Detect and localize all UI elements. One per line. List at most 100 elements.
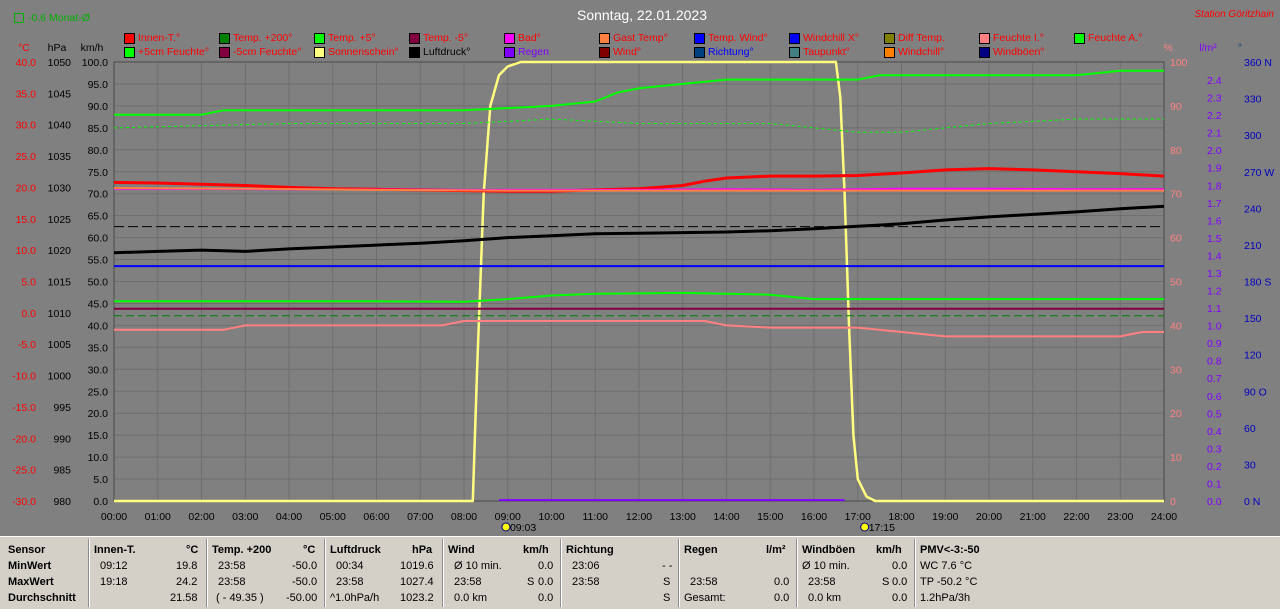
innen-unit: °C [186, 544, 199, 556]
legend-label[interactable]: Wind° [613, 46, 642, 58]
temp-unit-label: °C [18, 42, 30, 54]
legend-swatch[interactable] [409, 33, 420, 44]
boeen-max-direction: S [882, 576, 890, 588]
lm2-tick-label: 0.7 [1207, 373, 1222, 385]
wind-unit: km/h [523, 544, 549, 556]
kmh-tick-label: 100.0 [82, 57, 108, 69]
richtung-r1-time: 23:06 [572, 560, 600, 572]
legend-swatch[interactable] [504, 47, 515, 58]
innen-average: 21.58 [170, 592, 198, 604]
kmh-tick-label: 5.0 [93, 474, 108, 486]
hpa-tick-label: 980 [53, 496, 71, 508]
legend-label[interactable]: Innen-T.° [138, 32, 181, 44]
richtung-r2-time: 23:58 [572, 576, 600, 588]
legend-swatch[interactable] [504, 33, 515, 44]
temp200-max-time: 23:58 [218, 576, 246, 588]
deg-tick-label: 60 [1244, 423, 1256, 435]
hpa-tick-label: 1025 [48, 214, 72, 226]
deg-tick-label: 0 N [1244, 496, 1260, 508]
legend-swatch[interactable] [884, 33, 895, 44]
legend-swatch[interactable] [979, 33, 990, 44]
legend-label[interactable]: Windböen° [993, 46, 1045, 58]
monat-checkbox[interactable] [14, 13, 24, 23]
pct-tick-label: 100 [1170, 57, 1188, 69]
temp-tick-label: -10.0 [12, 371, 36, 383]
deg-tick-label: 360 N [1244, 57, 1272, 69]
legend-label[interactable]: Gast Temp° [613, 32, 668, 44]
lm2-tick-label: 0.0 [1207, 496, 1222, 508]
legend-swatch[interactable] [124, 33, 135, 44]
hpa-tick-label: 1010 [48, 308, 72, 320]
lm2-tick-label: 0.2 [1207, 461, 1222, 473]
pct-unit-label: % [1163, 42, 1172, 54]
legend-label[interactable]: Luftdruck° [423, 46, 471, 58]
innen-min-time: 09:12 [100, 560, 128, 572]
temp-tick-label: -20.0 [12, 433, 36, 445]
legend-swatch[interactable] [789, 33, 800, 44]
legend-swatch[interactable] [314, 33, 325, 44]
row-label-max: MaxWert [8, 576, 54, 588]
legend-label[interactable]: Windchill° [898, 46, 945, 58]
legend-swatch[interactable] [979, 47, 990, 58]
pct-tick-label: 40 [1170, 320, 1182, 332]
lm2-tick-label: 0.1 [1207, 478, 1222, 490]
wind-title: Wind [448, 544, 475, 556]
legend-label[interactable]: Bad° [518, 32, 541, 44]
x-tick-label: 13:00 [670, 511, 696, 523]
kmh-tick-label: 85.0 [88, 123, 109, 135]
lm2-tick-label: 1.9 [1207, 163, 1222, 175]
legend-swatch[interactable] [599, 33, 610, 44]
series-line-5 [114, 69, 1164, 116]
legend-label[interactable]: Windchill X° [803, 32, 860, 44]
legend-label[interactable]: Sonnenschein° [328, 46, 399, 58]
legend-label[interactable]: Regen [518, 46, 549, 58]
x-tick-label: 23:00 [1107, 511, 1133, 523]
monat-average-label: -0.6 Monat-Ø [28, 12, 90, 24]
legend-swatch[interactable] [694, 33, 705, 44]
hpa-tick-label: 1020 [48, 245, 72, 257]
lm2-tick-label: 1.3 [1207, 268, 1222, 280]
legend-swatch[interactable] [884, 47, 895, 58]
x-tick-label: 10:00 [538, 511, 564, 523]
innen-title: Innen-T. [94, 544, 136, 556]
richtung-average: S [663, 592, 671, 604]
legend-label[interactable]: Taupunkt° [803, 46, 850, 58]
legend-label[interactable]: Temp. Wind° [708, 32, 768, 44]
x-tick-label: 24:00 [1151, 511, 1177, 523]
pct-tick-label: 20 [1170, 408, 1182, 420]
temp200-unit: °C [303, 544, 316, 556]
wind-average: 0.0 [538, 592, 554, 604]
series-line-1 [113, 167, 1165, 193]
lm2-tick-label: 2.0 [1207, 145, 1222, 157]
legend-swatch[interactable] [314, 47, 325, 58]
pct-tick-label: 50 [1170, 277, 1182, 289]
legend-swatch[interactable] [599, 47, 610, 58]
legend-swatch[interactable] [694, 47, 705, 58]
temp-tick-label: 0.0 [21, 308, 36, 320]
station-name: Station Göritzhain [1195, 9, 1275, 20]
legend-label[interactable]: Feuchte I.° [993, 32, 1044, 44]
hpa-tick-label: 1000 [48, 371, 72, 383]
wind-avg10-label: Ø 10 min. [454, 560, 502, 572]
legend-label[interactable]: +5cm Feuchte° [138, 46, 210, 58]
legend-label[interactable]: Temp. -5° [423, 32, 469, 44]
legend-label[interactable]: Diff Temp. [898, 32, 945, 44]
innen-min-value: 19.8 [176, 560, 198, 572]
legend-label[interactable]: Feuchte A.° [1088, 32, 1143, 44]
legend-swatch[interactable] [124, 47, 135, 58]
legend-label[interactable]: Richtung° [708, 46, 754, 58]
x-tick-label: 19:00 [932, 511, 958, 523]
legend-swatch[interactable] [1074, 33, 1085, 44]
legend-label[interactable]: Temp. +200° [233, 32, 293, 44]
x-tick-label: 21:00 [1020, 511, 1046, 523]
legend-swatch[interactable] [409, 47, 420, 58]
legend-swatch[interactable] [219, 33, 230, 44]
wind-avg10-value: 0.0 [538, 560, 554, 572]
luft-unit: hPa [412, 544, 433, 556]
legend-label[interactable]: -5cm Feuchte° [233, 46, 302, 58]
legend-label[interactable]: Temp. +5° [328, 32, 376, 44]
innen-max-time: 19:18 [100, 576, 128, 588]
temp-tick-label: 20.0 [16, 182, 37, 194]
legend-swatch[interactable] [789, 47, 800, 58]
legend-swatch[interactable] [219, 47, 230, 58]
